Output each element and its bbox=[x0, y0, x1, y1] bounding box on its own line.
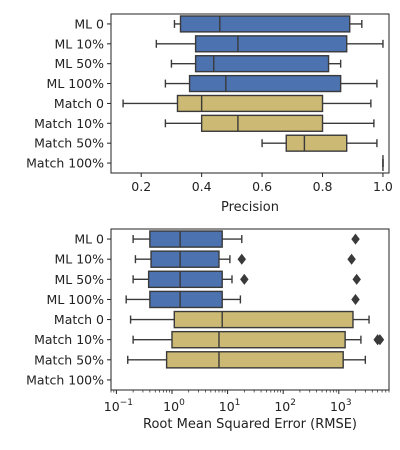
box-match-50- bbox=[127, 351, 367, 369]
box-match-50- bbox=[261, 134, 378, 152]
box-iqr bbox=[171, 330, 346, 349]
box-iqr bbox=[194, 35, 348, 53]
y-tick-label: Match 10% bbox=[34, 332, 104, 347]
box-ml-0 bbox=[132, 230, 360, 248]
y-tick-label: ML 50% bbox=[54, 272, 104, 287]
box-ml-50- bbox=[132, 270, 361, 289]
box-iqr bbox=[194, 55, 330, 73]
precision-boxplot-panel: ML 0 ML 10% ML 50% ML 100% Match 0 Match 10% M… bbox=[26, 13, 393, 215]
box-iqr bbox=[200, 114, 324, 132]
y-tick-label: Match 0 bbox=[54, 312, 104, 327]
box-iqr bbox=[147, 270, 223, 289]
y-tick-label: ML 100% bbox=[47, 76, 105, 91]
y-tick-label: ML 10% bbox=[54, 36, 104, 51]
y-tick-label: Match 100% bbox=[26, 372, 104, 387]
plot-frame bbox=[110, 228, 390, 391]
outlier-point bbox=[351, 293, 360, 305]
x-tick-label: 100 bbox=[163, 398, 185, 414]
x-tick-label: 101 bbox=[219, 398, 241, 414]
box-iqr bbox=[165, 351, 344, 369]
y-tick-label: ML 0 bbox=[74, 232, 104, 247]
box-ml-10- bbox=[134, 250, 356, 268]
box-iqr bbox=[149, 230, 223, 248]
box-iqr bbox=[188, 74, 342, 93]
box-match-0 bbox=[129, 310, 370, 329]
box-ml-100- bbox=[164, 74, 378, 93]
plot-frame bbox=[110, 13, 390, 174]
y-tick-label: ML 50% bbox=[54, 56, 104, 71]
box-match-10- bbox=[132, 330, 385, 349]
outlier-point bbox=[351, 233, 360, 245]
box-ml-10- bbox=[155, 35, 384, 53]
box-ml-100- bbox=[125, 290, 360, 309]
outlier-point bbox=[347, 253, 356, 265]
box-iqr bbox=[149, 290, 223, 309]
y-tick-label: ML 0 bbox=[74, 16, 104, 31]
y-tick-label: Match 0 bbox=[54, 96, 104, 111]
x-tick-label: 0.4 bbox=[192, 179, 212, 194]
y-tick-label: Match 50% bbox=[34, 352, 104, 367]
box-iqr bbox=[150, 250, 220, 268]
x-tick-label: 0.6 bbox=[252, 179, 272, 194]
x-tick-label: 102 bbox=[274, 398, 296, 414]
y-tick-label: ML 100% bbox=[47, 292, 105, 307]
y-tick-label: ML 10% bbox=[54, 252, 104, 267]
y-tick-label: Match 50% bbox=[34, 136, 104, 151]
box-iqr bbox=[173, 310, 354, 329]
x-tick-label: 1.0 bbox=[373, 179, 393, 194]
box-ml-50- bbox=[170, 55, 342, 73]
outlier-point bbox=[240, 273, 249, 285]
x-tick-label: 103 bbox=[330, 398, 352, 414]
box-match-0 bbox=[122, 94, 372, 113]
outlier-point bbox=[375, 334, 385, 346]
x-tick-label: 0.8 bbox=[313, 179, 333, 194]
box-match-10- bbox=[164, 114, 375, 132]
x-tick-label: 10−1 bbox=[104, 398, 133, 414]
y-tick-label: Match 10% bbox=[34, 116, 104, 131]
box-ml-0 bbox=[173, 15, 363, 33]
outlier-point bbox=[237, 253, 247, 265]
box-iqr bbox=[179, 15, 351, 33]
box-iqr bbox=[176, 94, 324, 113]
y-tick-label: Match 100% bbox=[26, 156, 104, 171]
outlier-point bbox=[352, 273, 361, 285]
box-iqr bbox=[285, 134, 348, 152]
rmse-boxplot-panel: ML 0 ML 10% ML 50% ML 100% Match 0 Match 10% M… bbox=[26, 228, 390, 432]
x-axis-label: Root Mean Squared Error (RMSE) bbox=[143, 417, 357, 432]
x-axis-label: Precision bbox=[221, 200, 279, 215]
x-tick-label: 0.2 bbox=[131, 179, 151, 194]
